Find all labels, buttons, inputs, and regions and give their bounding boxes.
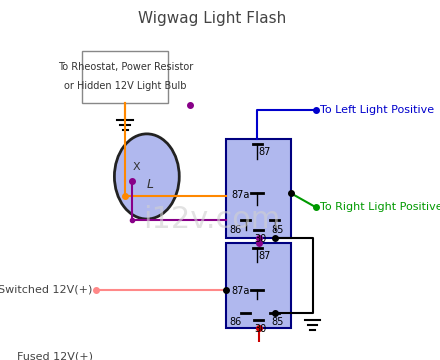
Text: L: L (146, 177, 153, 190)
Text: Switched 12V(+): Switched 12V(+) (0, 284, 93, 294)
Text: 86: 86 (229, 225, 241, 235)
Text: 87a: 87a (232, 287, 250, 296)
Text: X: X (133, 162, 140, 172)
Text: 30: 30 (254, 234, 266, 244)
Text: 85: 85 (271, 317, 284, 327)
Text: Wigwag Light Flash: Wigwag Light Flash (138, 11, 286, 26)
Text: 86: 86 (229, 317, 241, 327)
Text: To Left Light Positive: To Left Light Positive (320, 105, 434, 115)
Text: or Hidden 12V Light Bulb: or Hidden 12V Light Bulb (64, 81, 187, 91)
Text: 87: 87 (259, 147, 271, 157)
Text: 87a: 87a (232, 190, 250, 200)
Text: To Rheostat, Power Resistor: To Rheostat, Power Resistor (58, 62, 193, 72)
Text: i12v.com: i12v.com (143, 204, 280, 234)
Bar (226, 139, 291, 238)
Text: 30: 30 (254, 324, 266, 334)
Text: Fused 12V(+): Fused 12V(+) (17, 351, 93, 360)
Circle shape (114, 134, 179, 219)
Bar (226, 243, 291, 328)
Bar (82, 51, 169, 103)
Text: 87: 87 (259, 251, 271, 261)
Text: 85: 85 (271, 225, 284, 235)
Text: To Right Light Positive: To Right Light Positive (320, 202, 440, 212)
